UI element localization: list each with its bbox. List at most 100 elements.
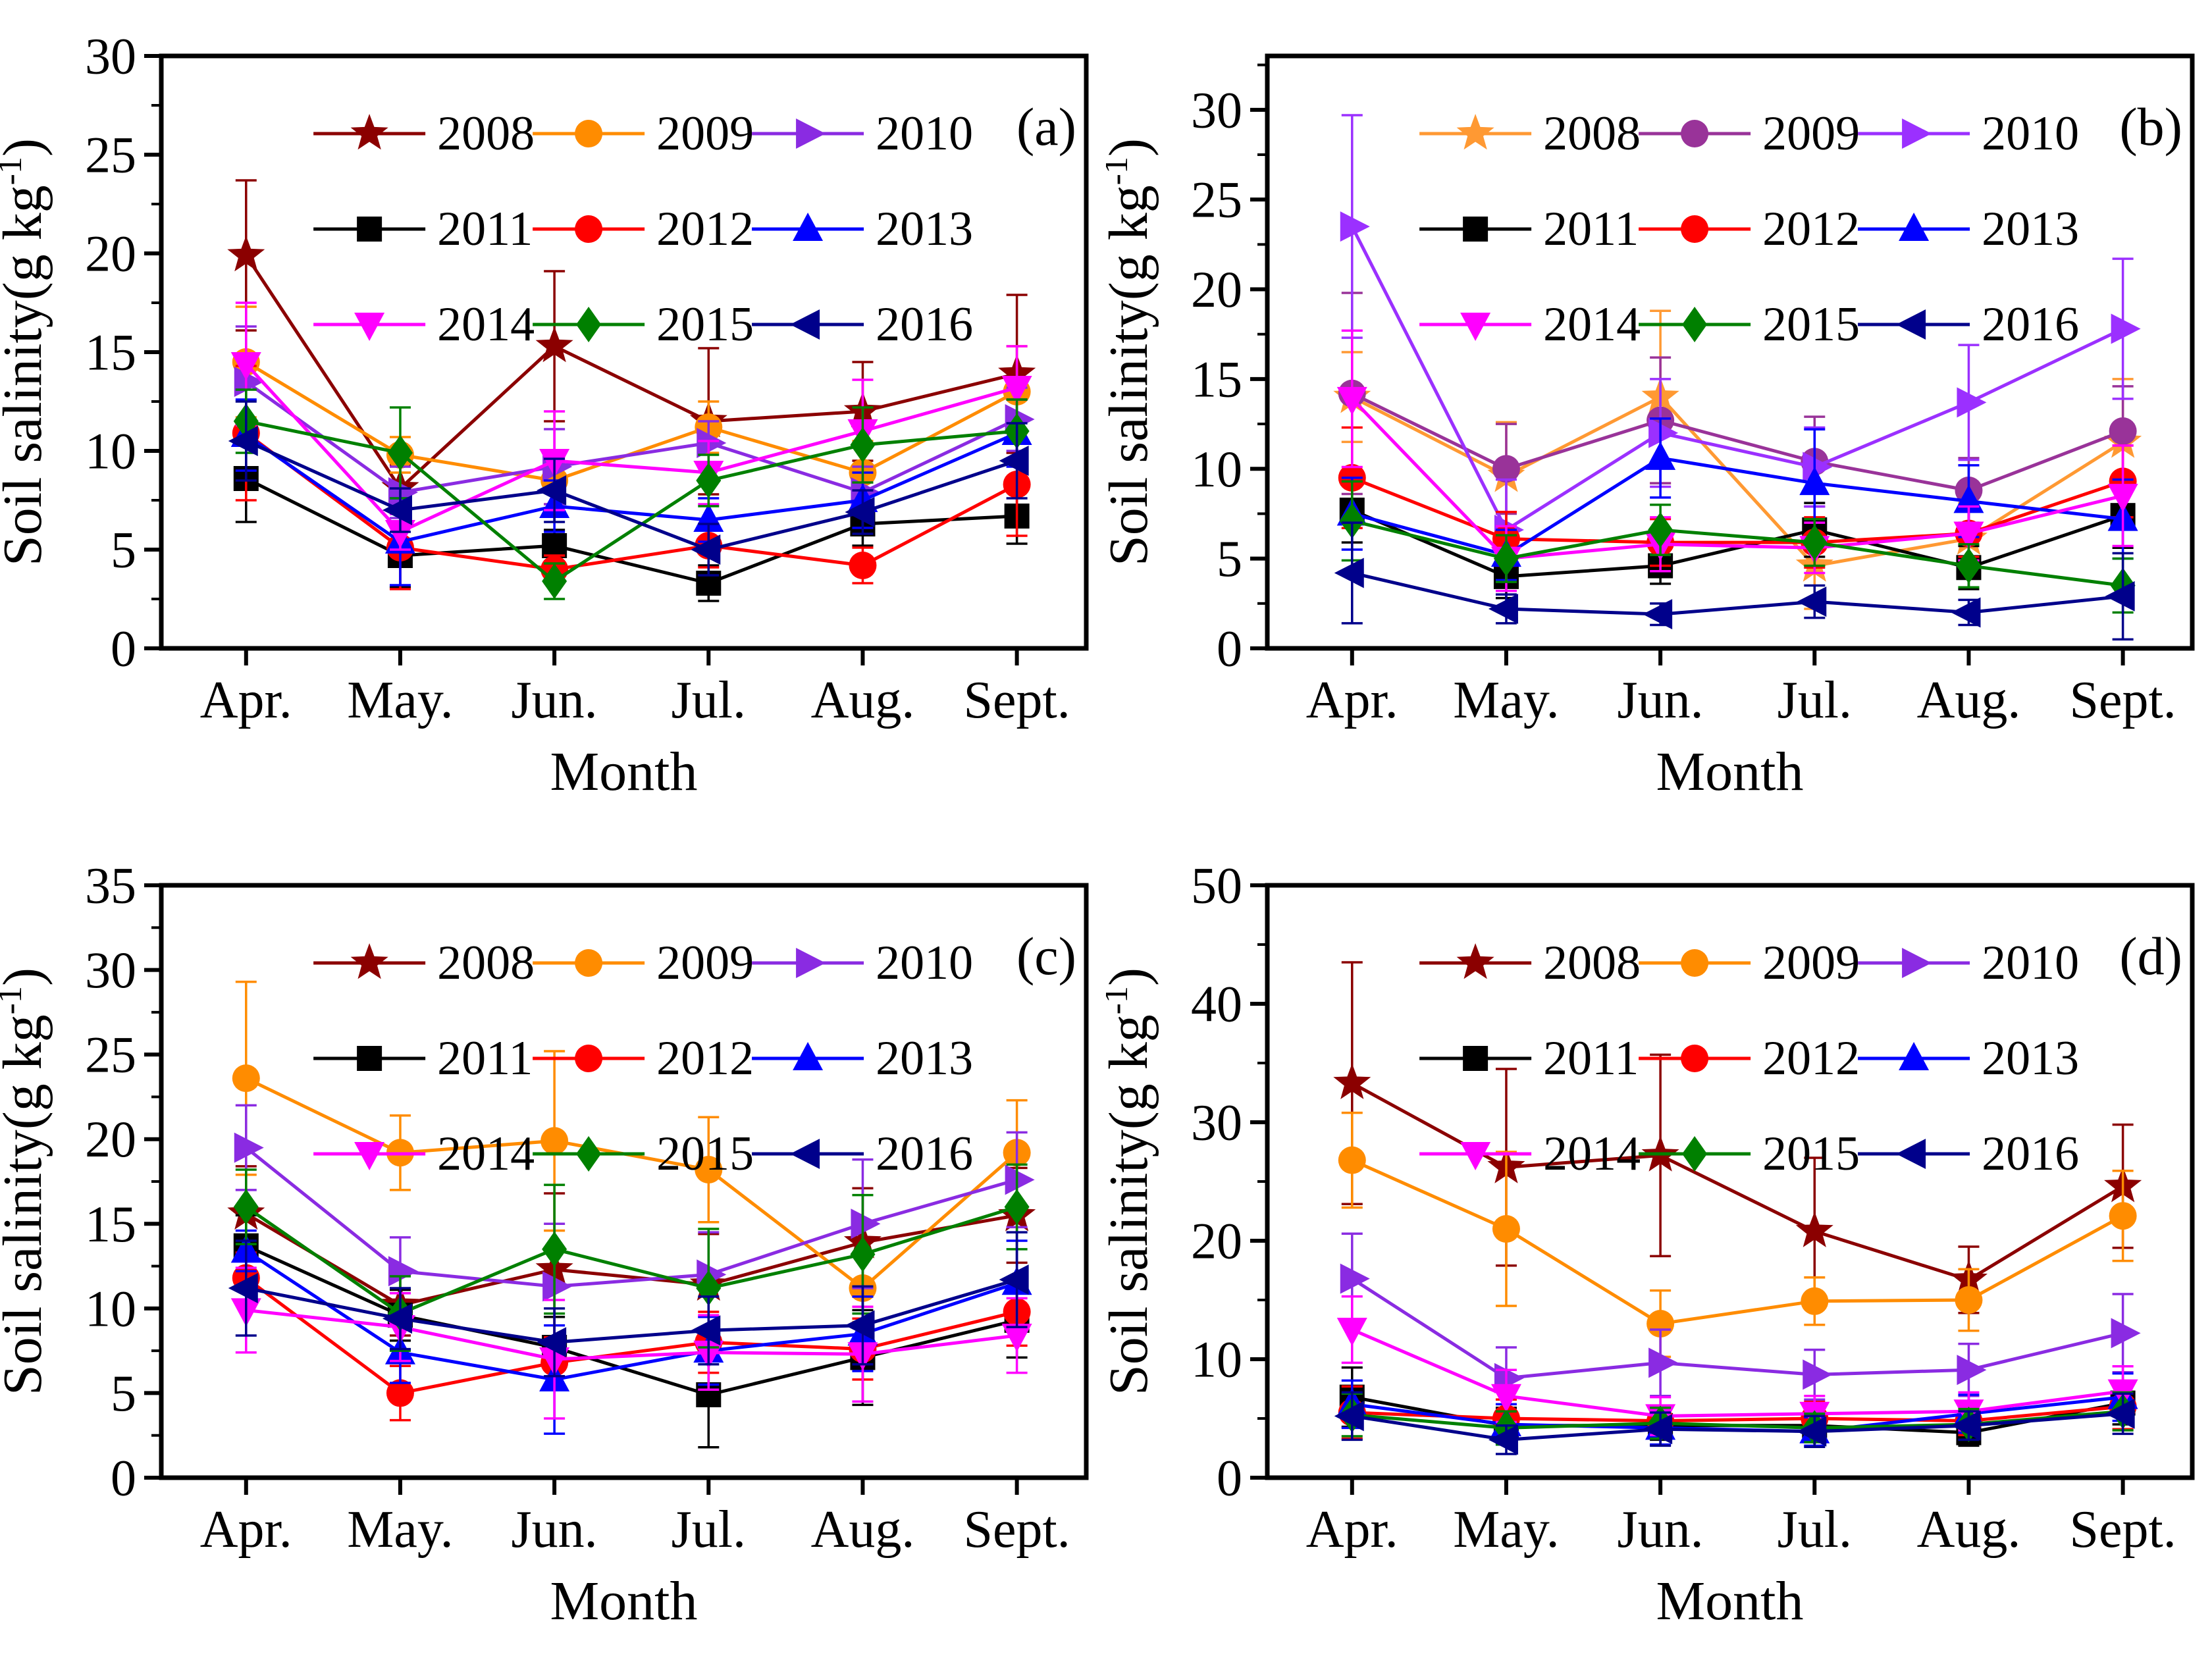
legend-marker-2013 [793,213,824,241]
series-line-2016 [245,439,1018,552]
y-axis-title: Soil salinity(g kg-1) [0,138,53,566]
series-line-2008 [244,254,1018,490]
y-tick-label: 30 [85,28,136,85]
series-line-2013 [245,1249,1018,1382]
series-line-2011 [1351,508,2124,579]
x-tick-label: May. [347,671,453,729]
panel-c: 0 5 10 15 20 25 30 35 Apr. May. Jun. Jul. Aug. Sept. M… [0,829,1106,1659]
legend-marker-2011 [1463,217,1488,242]
legend-marker-2008 [350,943,388,979]
series-2016 [228,1231,1029,1378]
legend-label-2016: 2016 [876,1127,973,1181]
legend-item-2014: 2014 [313,1127,535,1181]
series-line-2015 [1352,519,2123,588]
legend-item-2015: 2015 [1639,298,1860,351]
series-line-2010 [1350,225,2124,532]
legend-label-2008: 2008 [1543,936,1641,990]
x-tick-label: Jul. [1778,671,1852,729]
series-line-2010 [245,380,1018,494]
series-line-2016 [1352,1412,2123,1441]
legend-item-2013: 2013 [752,202,973,256]
x-tick-label: May. [347,1501,453,1559]
legend-marker-2012 [575,1045,603,1072]
series-marker-2016 [1951,597,1981,628]
series-marker-2014 [1490,1384,1521,1413]
x-tick-label: Aug. [1917,671,2021,729]
x-tick-label: Sept. [964,1501,1070,1559]
x-tick-label: Aug. [811,1501,915,1559]
series-line-2010 [245,1146,1018,1288]
legend-marker-2009 [1681,949,1709,977]
series-marker-2011 [542,533,567,558]
series-marker-2016 [2105,1398,2135,1429]
y-tick-label: 20 [85,225,136,282]
series-2011 [1339,477,2136,600]
y-tick-label: 15 [85,1195,136,1253]
legend-label-2012: 2012 [1762,1031,1860,1085]
legend-label-2016: 2016 [1982,1127,2079,1181]
legend-marker-2010 [1902,948,1932,978]
series-marker-2015 [233,1189,259,1225]
legend-marker-2015 [1682,307,1708,342]
series-marker-2016 [1797,586,1827,617]
series-marker-2016 [691,1315,721,1346]
x-tick-label: Jul. [672,671,746,729]
legend-marker-2016 [1896,309,1926,340]
x-tick-label: Aug. [1917,1501,2021,1559]
series-line-2009 [1351,392,2124,492]
y-tick-label: 15 [1191,350,1242,407]
panel-b: 0 5 10 15 20 25 30 Apr. May. Jun. Jul. Aug. Sept. Mon… [1097,0,2212,829]
legend-label-2011: 2011 [1543,1031,1639,1085]
series-marker-2010 [697,428,727,458]
series-2011 [233,1214,1030,1449]
series-2014 [230,1266,1032,1420]
legend-item-2013: 2013 [1858,202,2079,256]
legend-label-2016: 2016 [876,298,973,351]
series-marker-2015 [542,1231,567,1267]
series-marker-2010 [1803,1359,1833,1390]
y-tick-label: 5 [111,521,136,579]
legend-label-2012: 2012 [656,202,754,256]
legend-label-2015: 2015 [656,1127,754,1181]
legend-marker-2011 [357,217,382,242]
y-tick-label: 10 [85,1280,136,1337]
series-2016 [1334,521,2135,641]
series-marker-2010 [2111,313,2141,344]
x-tick-label: Apr. [200,671,292,729]
legend-item-2014: 2014 [1419,1127,1641,1181]
series-2013 [1336,1372,2138,1447]
legend-marker-2008 [1456,943,1494,979]
legend-marker-2015 [576,307,602,342]
legend-item-2016: 2016 [752,298,973,351]
y-tick-label: 40 [1191,975,1242,1033]
series-line-2015 [245,1205,1018,1316]
series-2015 [233,388,1030,600]
panel-d: 0 10 20 30 40 50 Apr. May. Jun. Jul. Aug. Sept. Mont… [1097,829,2212,1659]
y-tick-label: 25 [85,1026,136,1083]
y-tick-label: 50 [1191,857,1242,914]
series-marker-2015 [696,463,722,498]
series-marker-2009 [1492,455,1520,483]
legend-label-2009: 2009 [656,936,754,990]
series-2013 [230,1229,1032,1435]
legend-item-2014: 2014 [313,298,535,351]
series-2014 [1336,1295,2138,1436]
series-line-2012 [1352,1405,2123,1423]
series-marker-2008 [227,236,265,272]
legend-label-2010: 2010 [876,936,973,990]
legend-label-2014: 2014 [1543,298,1641,351]
legend-item-2010: 2010 [752,936,973,990]
legend-marker-2015 [576,1136,602,1172]
series-marker-2016 [1951,1410,1981,1441]
series-marker-2009 [232,1064,260,1093]
series-marker-2013 [1799,467,1830,496]
y-tick-label: 0 [1217,1449,1242,1507]
series-marker-2016 [537,475,567,506]
legend-item-2015: 2015 [533,1127,754,1181]
legend-label-2008: 2008 [437,107,535,161]
legend-item-2010: 2010 [1858,107,2079,161]
series-marker-2010 [388,477,418,507]
series-line-2009 [1351,1158,2124,1326]
legend-label-2013: 2013 [1982,202,2079,256]
y-axis-title: Soil salinity(g kg-1) [1106,968,1159,1395]
